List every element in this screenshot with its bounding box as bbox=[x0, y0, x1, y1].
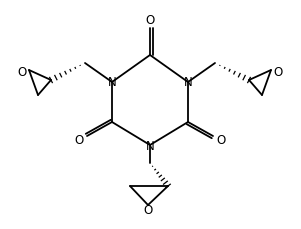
Text: O: O bbox=[74, 134, 84, 147]
Text: O: O bbox=[145, 14, 155, 27]
Text: O: O bbox=[216, 134, 226, 147]
Text: N: N bbox=[184, 76, 192, 88]
Text: O: O bbox=[273, 65, 283, 79]
Text: O: O bbox=[143, 204, 153, 218]
Text: O: O bbox=[17, 65, 26, 79]
Text: N: N bbox=[146, 139, 154, 153]
Text: N: N bbox=[108, 76, 116, 88]
